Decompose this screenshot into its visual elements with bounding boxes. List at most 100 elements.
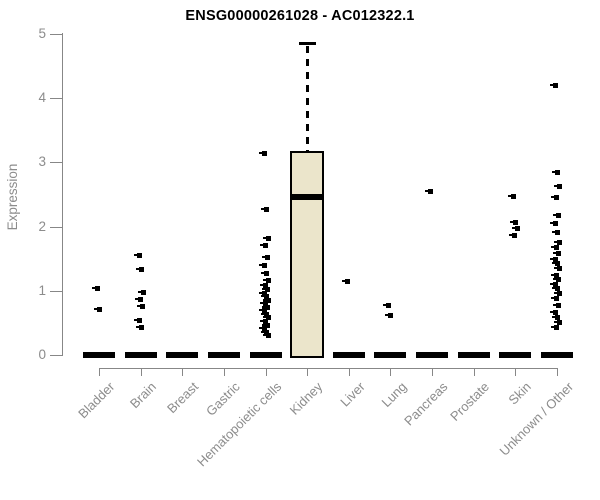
x-tick-label: Bladder xyxy=(75,379,118,422)
x-tick-label: Lung xyxy=(378,379,410,411)
y-tick xyxy=(50,355,62,356)
data-point xyxy=(552,286,561,292)
data-point xyxy=(135,325,144,331)
data-point xyxy=(134,296,143,302)
data-point xyxy=(552,315,561,321)
x-tick-label: Pancreas xyxy=(401,379,451,429)
data-point xyxy=(383,302,392,308)
data-point xyxy=(260,329,269,335)
data-point xyxy=(551,272,560,278)
y-tick xyxy=(50,226,62,228)
y-axis-title: Expression xyxy=(5,163,20,231)
whisker-cap xyxy=(299,41,317,45)
data-point xyxy=(550,256,559,262)
x-tick xyxy=(265,368,267,376)
collapsed-box xyxy=(416,352,449,358)
x-tick-label: Skin xyxy=(505,379,535,408)
x-tick-label: Breast xyxy=(163,379,201,417)
x-tick xyxy=(557,368,559,376)
data-point xyxy=(262,333,271,339)
collapsed-box xyxy=(124,352,157,358)
data-point xyxy=(551,295,560,301)
data-point xyxy=(261,304,270,310)
data-point xyxy=(553,213,562,219)
data-point xyxy=(512,225,521,231)
x-tick xyxy=(140,368,142,376)
data-point xyxy=(259,300,268,306)
data-point xyxy=(258,326,267,332)
median-line xyxy=(290,194,325,201)
data-point xyxy=(553,302,562,308)
data-point xyxy=(261,254,270,260)
data-point xyxy=(259,243,268,249)
data-point xyxy=(259,283,268,289)
y-axis-line xyxy=(62,33,63,356)
x-tick xyxy=(223,368,225,376)
data-point xyxy=(92,285,100,291)
y-tick xyxy=(50,98,62,100)
data-point xyxy=(258,263,267,269)
data-point xyxy=(425,189,434,195)
y-tick-label: 0 xyxy=(38,347,46,362)
x-tick xyxy=(390,368,392,376)
collapsed-box xyxy=(166,352,199,358)
x-tick-label: Unknown / Other xyxy=(496,379,576,459)
collapsed-box xyxy=(249,352,282,358)
data-point xyxy=(258,150,267,156)
data-point xyxy=(550,220,559,226)
data-point xyxy=(552,170,561,176)
y-tick-label: 5 xyxy=(38,26,46,41)
collapsed-box xyxy=(332,352,365,358)
collapsed-box xyxy=(374,352,407,358)
collapsed-box xyxy=(207,352,240,358)
x-tick xyxy=(99,368,100,376)
x-tick-label: Gastric xyxy=(202,379,243,419)
data-point xyxy=(554,320,563,326)
data-point xyxy=(260,293,269,299)
chart-title: ENSG00000261028 - AC012322.1 xyxy=(185,8,415,24)
data-point xyxy=(550,82,559,88)
data-point xyxy=(385,313,394,319)
data-point xyxy=(553,277,562,283)
data-point xyxy=(260,270,269,276)
data-point xyxy=(133,318,142,324)
data-point xyxy=(258,290,267,296)
x-tick-label: Prostate xyxy=(447,379,493,424)
y-tick-label: 4 xyxy=(38,90,46,106)
data-point xyxy=(554,290,563,296)
y-tick-label: 3 xyxy=(38,154,46,170)
data-point xyxy=(135,266,144,272)
data-point xyxy=(552,229,561,235)
collapsed-box xyxy=(541,352,574,358)
data-point xyxy=(260,207,269,213)
data-point xyxy=(137,290,146,296)
y-tick xyxy=(50,290,62,292)
data-point xyxy=(262,277,271,283)
x-tick xyxy=(348,368,350,376)
x-tick xyxy=(473,368,475,376)
data-point xyxy=(262,315,271,321)
x-tick-label: Liver xyxy=(336,379,368,410)
x-tick xyxy=(432,368,434,376)
data-point xyxy=(554,240,563,245)
data-point xyxy=(551,324,560,330)
x-tick xyxy=(307,368,309,376)
data-point xyxy=(258,308,267,314)
x-tick-label: Kidney xyxy=(287,379,326,418)
data-point xyxy=(94,306,102,312)
data-point xyxy=(509,232,518,238)
data-point xyxy=(261,286,270,292)
data-point xyxy=(550,281,559,287)
upper-whisker xyxy=(306,45,310,151)
x-tick-label: Brain xyxy=(127,379,160,412)
data-point xyxy=(551,195,560,201)
data-point xyxy=(136,304,145,310)
y-tick-label: 2 xyxy=(38,218,46,234)
data-point xyxy=(510,220,519,226)
collapsed-box xyxy=(457,352,490,358)
data-point xyxy=(260,311,269,317)
y-tick xyxy=(50,34,62,35)
data-point xyxy=(262,235,271,241)
x-axis-line xyxy=(99,368,559,369)
